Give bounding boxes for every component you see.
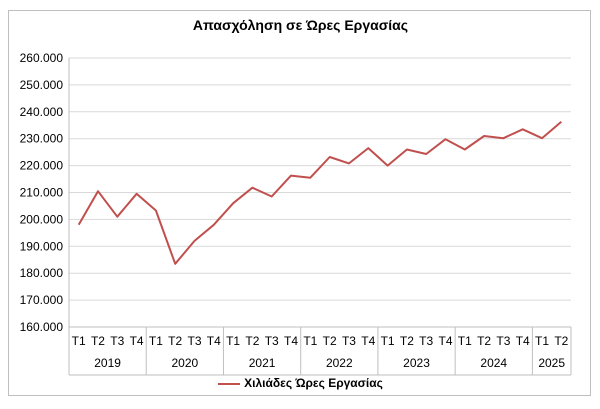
x-tick-label: T3 bbox=[496, 334, 510, 348]
x-year-label: 2021 bbox=[249, 356, 276, 370]
legend-swatch bbox=[218, 382, 241, 385]
x-tick-label: T2 bbox=[91, 334, 105, 348]
x-tick-label: T2 bbox=[168, 334, 182, 348]
y-tick-label: 190.000 bbox=[20, 239, 64, 253]
x-tick-label: T4 bbox=[361, 334, 375, 348]
legend: Χιλιάδες Ώρες Εργασίας bbox=[9, 376, 592, 390]
x-tick-label: T3 bbox=[110, 334, 124, 348]
chart-title: Απασχόληση σε Ώρες Εργασίας bbox=[192, 17, 409, 33]
x-year-label: 2020 bbox=[171, 356, 198, 370]
y-tick-label: 180.000 bbox=[20, 266, 64, 280]
x-year-label: 2023 bbox=[403, 356, 430, 370]
y-tick-label: 230.000 bbox=[20, 132, 64, 146]
x-tick-label: T4 bbox=[516, 334, 530, 348]
y-tick-label: 240.000 bbox=[20, 105, 64, 119]
x-tick-label: T3 bbox=[265, 334, 279, 348]
x-tick-label: T1 bbox=[226, 334, 240, 348]
x-tick-label: T1 bbox=[72, 334, 86, 348]
series-line bbox=[77, 121, 562, 265]
x-tick-label: T3 bbox=[342, 334, 356, 348]
x-tick-label: T4 bbox=[207, 334, 221, 348]
x-tick-label: T2 bbox=[477, 334, 491, 348]
x-tick-label: T2 bbox=[554, 334, 568, 348]
x-tick-label: T1 bbox=[303, 334, 317, 348]
x-tick-label: T4 bbox=[284, 334, 298, 348]
x-tick-label: T4 bbox=[438, 334, 452, 348]
x-tick-label: T1 bbox=[535, 334, 549, 348]
x-tick-label: T1 bbox=[458, 334, 472, 348]
x-year-label: 2019 bbox=[94, 356, 121, 370]
x-tick-label: T2 bbox=[400, 334, 414, 348]
x-tick-label: T2 bbox=[245, 334, 259, 348]
x-tick-label: T3 bbox=[187, 334, 201, 348]
y-tick-label: 160.000 bbox=[20, 320, 64, 334]
x-tick-label: T2 bbox=[323, 334, 337, 348]
x-tick-label: T3 bbox=[419, 334, 433, 348]
y-tick-label: 250.000 bbox=[20, 78, 64, 92]
x-tick-label: T1 bbox=[381, 334, 395, 348]
chart-frame: Απασχόληση σε Ώρες Εργασίας 160.000 170.0… bbox=[8, 10, 591, 396]
x-year-label: 2024 bbox=[480, 356, 507, 370]
line-chart: 160.000 170.000 180.000 190.000 200.000 210.0… bbox=[20, 51, 572, 376]
y-tick-label: 220.000 bbox=[20, 159, 64, 173]
x-year-label: 2025 bbox=[538, 356, 565, 370]
y-tick-label: 260.000 bbox=[20, 51, 64, 65]
x-year-label: 2022 bbox=[326, 356, 353, 370]
y-tick-label: 200.000 bbox=[20, 212, 64, 226]
y-tick-label: 170.000 bbox=[20, 293, 64, 307]
legend-label: Χιλιάδες Ώρες Εργασίας bbox=[244, 376, 383, 390]
x-tick-label: T1 bbox=[149, 334, 163, 348]
x-tick-label: T4 bbox=[130, 334, 144, 348]
y-tick-label: 210.000 bbox=[20, 186, 64, 200]
